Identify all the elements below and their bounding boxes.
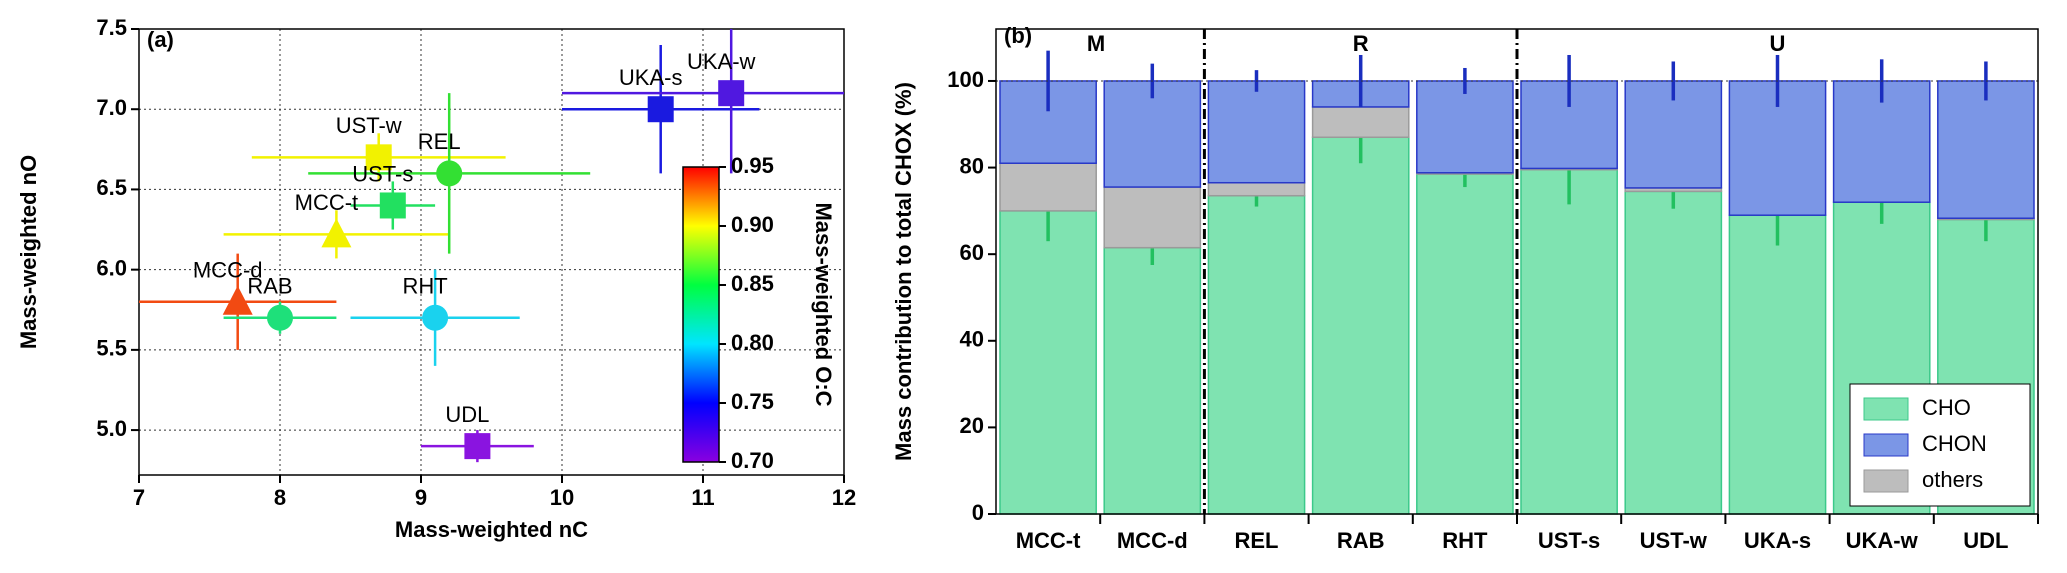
bar-segment xyxy=(1103,186,1202,249)
point-label: UKA-s xyxy=(619,65,683,90)
y-tick-label: 5.5 xyxy=(96,336,127,361)
bar-segment xyxy=(1311,136,1410,515)
colorbar-tick-label: 0.75 xyxy=(731,389,774,414)
point xyxy=(647,96,674,123)
legend-swatch xyxy=(1863,469,1909,493)
point-label: UST-w xyxy=(336,113,402,138)
x-tick-label: RAB xyxy=(1337,528,1385,553)
y-tick-label: 80 xyxy=(960,153,984,178)
point-label: REL xyxy=(418,129,461,154)
point-label: MCC-t xyxy=(295,190,359,215)
bar-segment xyxy=(1311,106,1410,139)
group-label: R xyxy=(1353,31,1369,56)
point-label: RAB xyxy=(247,274,292,299)
y-tick-label: 5.0 xyxy=(96,416,127,441)
y-tick-label: 6.0 xyxy=(96,255,127,280)
y-tick-label: 100 xyxy=(947,67,984,92)
x-tick-label: UST-w xyxy=(1640,528,1708,553)
group-label: M xyxy=(1087,31,1105,56)
point xyxy=(379,192,406,219)
point xyxy=(321,218,352,248)
point-label: MCC-d xyxy=(193,258,263,283)
x-tick-label: 7 xyxy=(133,485,145,510)
x-tick-label: MCC-d xyxy=(1117,528,1188,553)
panel-label: (a) xyxy=(147,27,174,52)
point-label: UKA-w xyxy=(687,49,756,74)
x-tick-label: UDL xyxy=(1963,528,2008,553)
bar-segment xyxy=(1416,173,1514,515)
y-tick-label: 60 xyxy=(960,240,984,265)
bar-segment xyxy=(1728,214,1827,515)
bar-segment xyxy=(1207,181,1306,197)
colorbar xyxy=(682,166,720,463)
bar-segment xyxy=(1103,246,1202,515)
x-tick-label: 11 xyxy=(691,485,714,510)
y-axis-label: Mass-weighted nO xyxy=(16,155,41,349)
x-tick-label: 9 xyxy=(415,485,427,510)
colorbar-tick-label: 0.90 xyxy=(731,212,774,237)
point xyxy=(464,433,491,460)
legend-swatch xyxy=(1863,433,1909,457)
x-tick-label: UKA-s xyxy=(1744,528,1811,553)
colorbar-tick-label: 0.80 xyxy=(731,330,774,355)
bar-segment xyxy=(1103,80,1202,188)
points-layer xyxy=(139,29,844,463)
bar-segment xyxy=(999,162,1097,212)
legend-label: CHON xyxy=(1922,431,1987,456)
y-tick-label: 7.0 xyxy=(96,95,127,120)
point-label: UDL xyxy=(445,402,489,427)
bar-segment xyxy=(1207,80,1306,184)
x-axis-label: Mass-weighted nC xyxy=(395,517,588,542)
colorbar-label: Mass-weighted O:C xyxy=(811,202,836,406)
point-label: UST-s xyxy=(352,161,413,186)
point xyxy=(267,304,293,331)
x-tick-label: REL xyxy=(1235,528,1279,553)
bar-segment xyxy=(1624,190,1723,515)
bar-segment xyxy=(999,210,1097,515)
point xyxy=(436,160,463,187)
point-label: RHT xyxy=(402,274,447,299)
x-tick-label: UST-s xyxy=(1538,528,1600,553)
bar-segment xyxy=(1520,168,1618,515)
y-tick-label: 20 xyxy=(960,413,984,438)
bar-segment xyxy=(1207,194,1306,515)
group-label: U xyxy=(1770,31,1786,56)
x-tick-label: MCC-t xyxy=(1016,528,1081,553)
colorbar-tick-label: 0.95 xyxy=(731,153,774,178)
x-tick-label: 8 xyxy=(274,485,286,510)
legend-label: CHO xyxy=(1922,395,1971,420)
point xyxy=(422,304,449,331)
y-tick-label: 7.5 xyxy=(96,15,127,40)
y-tick-label: 0 xyxy=(972,500,984,525)
colorbar-tick-label: 0.85 xyxy=(731,271,774,296)
point xyxy=(222,285,253,315)
bar-segment xyxy=(1416,80,1514,174)
panel-label: (b) xyxy=(1004,23,1032,48)
bar-segment xyxy=(1937,80,2035,219)
legend-swatch xyxy=(1863,397,1909,421)
x-tick-label: RHT xyxy=(1442,528,1488,553)
y-tick-label: 6.5 xyxy=(96,175,127,200)
plot-frame xyxy=(995,28,2039,515)
point xyxy=(365,144,392,171)
x-tick-label: 12 xyxy=(832,485,856,510)
x-tick-label: 10 xyxy=(550,485,574,510)
y-tick-label: 40 xyxy=(960,327,984,352)
plot-frame xyxy=(138,28,845,476)
y-axis-label: Mass contribution to total CHOX (%) xyxy=(891,82,916,461)
x-tick-label: UKA-w xyxy=(1846,528,1919,553)
colorbar-tick-label: 0.70 xyxy=(731,448,774,473)
legend-label: others xyxy=(1922,467,1983,492)
point xyxy=(718,80,745,107)
